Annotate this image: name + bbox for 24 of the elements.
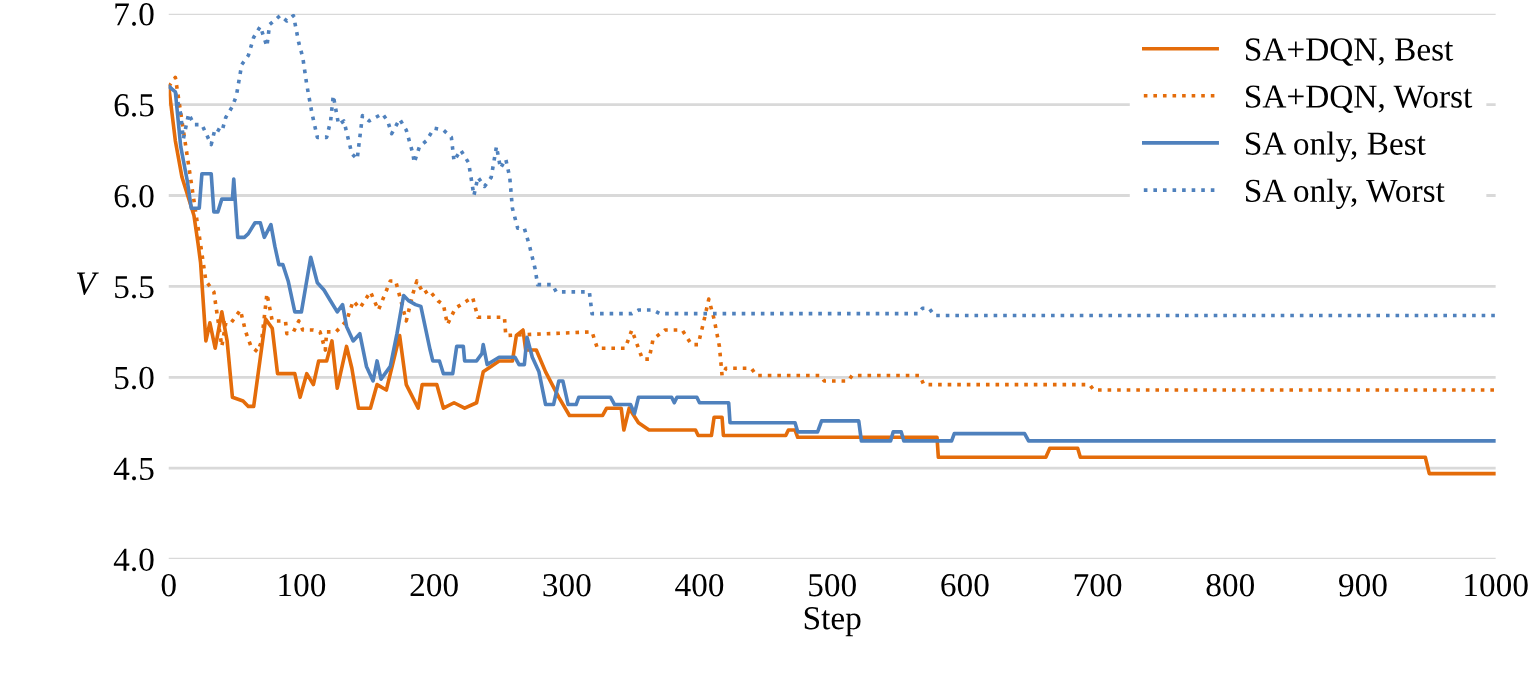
x-tick-label: 200 [410, 573, 458, 597]
y-tick-label: 4.5 [113, 457, 154, 481]
x-tick-label: 800 [1206, 573, 1254, 597]
x-tick-label: 600 [941, 573, 989, 597]
x-tick-label: 0 [161, 573, 176, 597]
x-tick-label: 1000 [1465, 573, 1528, 597]
y-axis-title: V [76, 272, 99, 295]
legend-label: SA only, Worst [1246, 178, 1445, 209]
x-axis-title: Step [804, 607, 861, 637]
y-tick-label: 4.0 [113, 548, 154, 572]
legend-label: SA+DQN, Best [1246, 38, 1454, 66]
x-tick-label: 700 [1074, 573, 1122, 597]
legend-label: SA+DQN, Worst [1246, 85, 1473, 113]
x-tick-label: 300 [543, 573, 591, 597]
x-tick-label: 400 [675, 573, 724, 597]
y-tick-label: 7.0 [115, 3, 154, 26]
y-tick-label: 6.0 [114, 184, 154, 208]
x-tick-label: 500 [809, 573, 856, 597]
y-tick-label: 5.0 [115, 366, 154, 390]
x-tick-label: 100 [279, 573, 326, 597]
legend-label: SA only, Best [1246, 131, 1426, 162]
x-tick-label: 900 [1339, 573, 1387, 597]
y-tick-label: 5.5 [115, 276, 154, 299]
y-tick-label: 6.5 [114, 94, 154, 117]
